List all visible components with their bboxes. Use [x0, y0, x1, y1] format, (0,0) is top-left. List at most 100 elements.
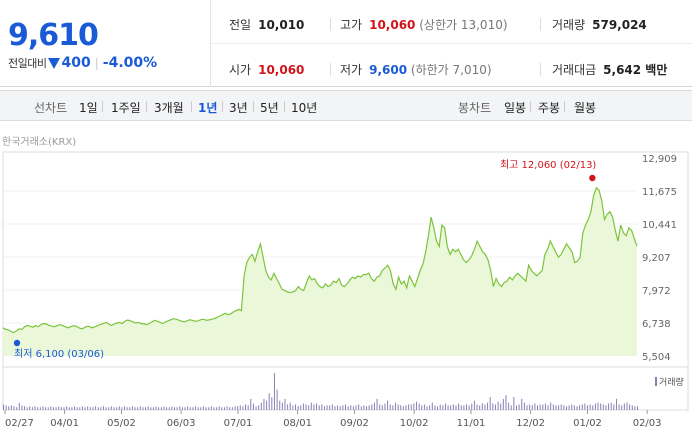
volume-bar — [218, 406, 220, 410]
volume-bar — [134, 407, 136, 410]
volume-bar — [529, 404, 531, 410]
tab-10y[interactable]: 10년 — [291, 101, 318, 115]
volume-bar — [568, 405, 570, 410]
volume-bar — [258, 405, 260, 410]
volume-bar — [97, 407, 99, 410]
volume-bar — [455, 405, 457, 410]
volume-bar — [492, 403, 494, 410]
price-area — [3, 187, 637, 356]
volume-label: 거래량 — [552, 18, 586, 32]
volume-bar — [295, 404, 297, 410]
volume-bar — [600, 403, 602, 410]
volume-bar — [400, 405, 402, 410]
tab-5y[interactable]: 5년 — [260, 101, 279, 115]
volume-bar — [231, 407, 233, 410]
volume-bar — [45, 407, 47, 410]
volume-bar — [226, 406, 228, 410]
volume-bar — [534, 403, 536, 410]
volume-bar — [121, 407, 123, 410]
volume-bar — [18, 402, 20, 410]
x-tick-label: 06/03 — [167, 418, 196, 429]
volume-bar — [437, 406, 439, 410]
volume-bar — [555, 405, 557, 410]
volume-bar — [205, 407, 207, 410]
volume-bar — [481, 403, 483, 410]
divider — [330, 18, 331, 31]
volume-bar — [423, 404, 425, 410]
change-value: 400 — [61, 55, 91, 71]
volume-bar — [271, 397, 273, 410]
low-value: 9,600 — [369, 63, 408, 77]
volume-bar — [410, 404, 412, 410]
volume-bar — [434, 405, 436, 410]
volume-bar — [195, 406, 197, 410]
prev-close: 전일 10,010 — [229, 16, 304, 33]
volume-bar — [55, 407, 57, 410]
volume-bar — [589, 404, 591, 410]
volume-bar — [234, 406, 236, 410]
volume-bar — [60, 407, 62, 410]
volume-bar — [518, 404, 520, 410]
volume-bar — [439, 404, 441, 410]
tab-3m[interactable]: 3개월 — [154, 101, 184, 115]
volume-bar — [558, 405, 560, 410]
tab-monthly[interactable]: 월봉 — [574, 101, 597, 115]
tab-1y[interactable]: 1년 — [198, 101, 218, 115]
volume-bar — [10, 405, 12, 410]
volume-bar — [623, 403, 625, 410]
volume-bar — [276, 389, 278, 410]
volume-bar — [405, 405, 407, 410]
volume-bar — [313, 404, 315, 410]
volume-bar — [552, 404, 554, 410]
tab-daily[interactable]: 일봉 — [504, 101, 527, 115]
tab-1w[interactable]: 1주일 — [111, 101, 141, 115]
volume-bar — [494, 404, 496, 410]
volume-bar — [92, 407, 94, 410]
volume-bar — [413, 403, 415, 410]
volume-bar — [305, 404, 307, 410]
volume-bar — [342, 405, 344, 410]
volume-bar — [571, 404, 573, 410]
volume-bar — [487, 402, 489, 410]
tab-3y[interactable]: 3년 — [229, 101, 248, 115]
price-line — [2, 186, 638, 334]
volume-bar — [510, 405, 512, 410]
volume-bar — [105, 407, 107, 410]
volume-bar — [113, 407, 115, 410]
volume-bar — [523, 402, 525, 410]
volume-bar — [142, 407, 144, 410]
volume-bar — [268, 393, 270, 410]
volume-bar — [360, 406, 362, 410]
volume-bar — [147, 406, 149, 410]
volume-bar — [95, 406, 97, 410]
trade-amount-label: 거래대금 — [552, 63, 597, 77]
tab-weekly[interactable]: 주봉 — [538, 101, 561, 115]
low-label: 저가 — [340, 63, 363, 77]
divider — [540, 63, 541, 76]
volume-bar — [5, 405, 7, 410]
volume-bar — [150, 407, 152, 410]
volume-bar — [431, 402, 433, 410]
volume-bar — [500, 403, 502, 410]
divider — [540, 18, 541, 31]
volume-bar — [239, 405, 241, 410]
volume-bar — [237, 406, 239, 410]
trade-amount: 거래대금 5,642 백만 — [552, 61, 667, 78]
change-percent: -4.00% — [102, 55, 158, 71]
low-marker — [13, 339, 21, 347]
volume-bar — [547, 405, 549, 410]
volume-bar — [229, 407, 231, 410]
volume-bar — [16, 407, 18, 410]
x-tick-label: 11/01 — [457, 418, 486, 429]
prev-close-label: 전일 — [229, 18, 252, 32]
volume-bar — [394, 402, 396, 410]
price-box: 9,610 전일대비 400 | -4.00% — [0, 0, 211, 87]
volume-legend-swatch — [655, 377, 657, 386]
tab-1d[interactable]: 1일 — [79, 101, 98, 115]
volume-bar — [484, 404, 486, 410]
volume-bar — [579, 405, 581, 410]
volume-bar — [634, 406, 636, 410]
volume-bar — [289, 402, 291, 410]
volume-bar — [292, 405, 294, 410]
y-tick-label: 7,972 — [642, 286, 671, 297]
